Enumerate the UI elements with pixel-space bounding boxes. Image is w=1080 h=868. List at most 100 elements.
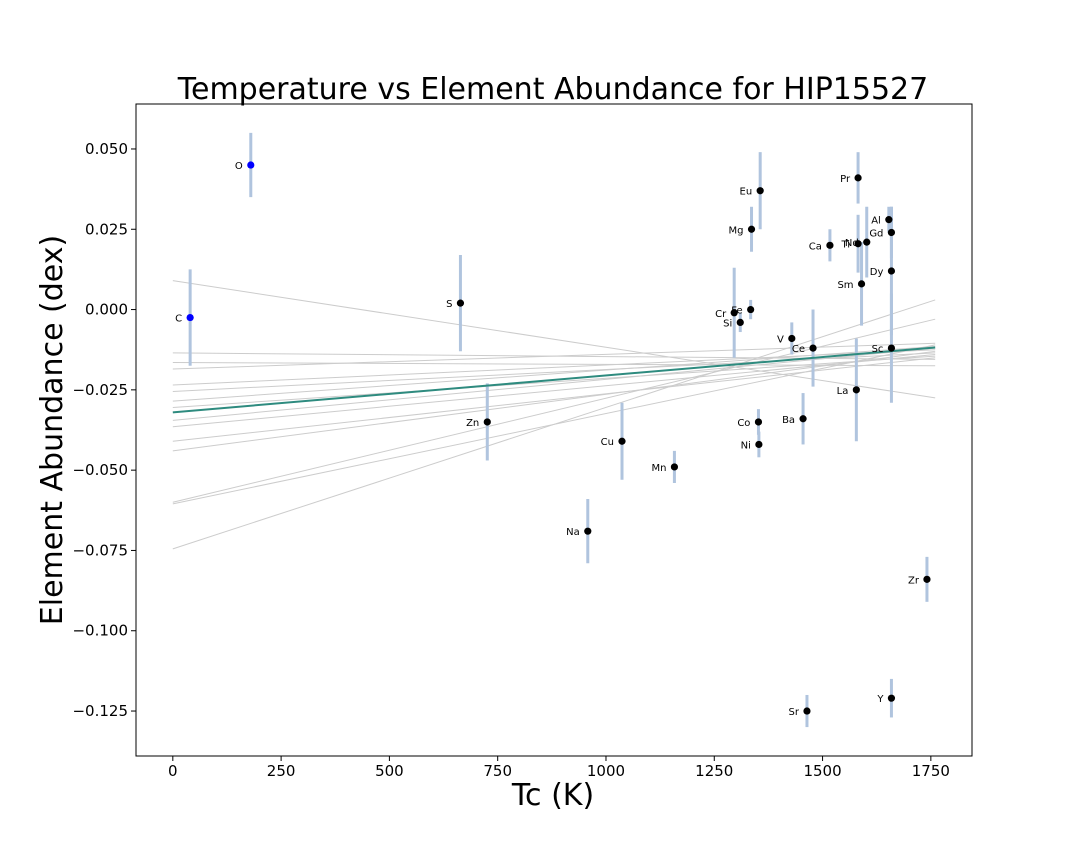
point-v [788,334,796,343]
point-y [887,694,896,702]
point-al [885,216,893,224]
y-tick-label: −0.100 [72,622,128,640]
chart-title: Temperature vs Element Abundance for HIP… [177,72,928,107]
point-label-pr: Pr [840,174,851,185]
point-label-o: O [235,161,243,172]
point-label-ni: Ni [741,440,751,451]
y-tick-label: −0.125 [72,702,128,720]
point-label-al: Al [871,216,881,227]
point-sm [857,280,866,288]
y-tick-label: 0.000 [85,301,128,319]
bootstrap-line [172,355,936,409]
x-tick-label: 0 [168,762,178,780]
point-sr [803,707,811,715]
point-label-ce: Ce [792,344,805,355]
point-ce [809,344,817,352]
y-tick-label: −0.025 [72,381,128,399]
point-zr [923,575,931,583]
point-pr [854,174,862,182]
bootstrap-line [172,342,936,370]
point-label-ti: Ti [840,240,850,251]
fit-line [172,346,936,414]
point-label-sr: Sr [788,707,799,718]
point-label-na: Na [566,527,580,538]
y-axis-label: Element Abundance (dex) [35,235,70,625]
point-label-ca: Ca [809,241,822,252]
x-axis-label: Tc (K) [511,778,594,813]
point-dy [887,267,896,275]
bootstrap-line [172,352,936,392]
x-tick-label: 1500 [803,762,841,780]
bootstrap-lines [172,280,936,550]
bootstrap-line [172,362,936,367]
point-ni [755,440,763,449]
point-fe [747,305,755,314]
point-zn [483,418,491,426]
bootstrap-line [172,354,936,428]
point-co [754,418,763,426]
x-axis: 0 250 500 750 1000 1250 1500 1750 [168,756,950,780]
y-tick-label: 0.050 [85,140,128,158]
point-label-la: La [837,386,849,397]
point-mg [747,225,756,233]
point-label-zr: Zr [908,575,920,586]
point-label-v: V [777,334,784,345]
x-tick-label: 500 [375,762,404,780]
point-ti [854,240,862,248]
point-sc [887,344,896,352]
point-label-mg: Mg [729,225,744,236]
x-tick-label: 1000 [587,762,625,780]
point-label-co: Co [737,418,750,429]
point-cr [730,309,738,317]
point-eu [756,187,764,195]
bootstrap-line [172,347,936,421]
point-la [852,386,860,394]
point-label-zn: Zn [466,418,479,429]
point-label-sc: Sc [872,344,884,355]
point-ca [826,241,834,249]
bootstrap-line [172,345,936,402]
point-ba [799,415,807,423]
x-tick-label: 1250 [695,762,733,780]
point-nd [863,238,871,246]
point-label-ba: Ba [782,415,795,426]
point-c [186,313,194,322]
point-o [247,161,255,169]
x-tick-label: 250 [267,762,296,780]
point-label-fe: Fe [731,306,742,317]
point-label-mn: Mn [651,463,666,474]
point-na [584,527,592,535]
plot-frame [135,103,973,757]
x-tick-label: 1750 [912,762,950,780]
y-tick-label: −0.050 [72,461,128,479]
point-label-c: C [175,314,182,325]
point-mn [670,463,679,471]
point-label-sm: Sm [837,280,853,291]
y-tick-label: 0.025 [85,220,128,238]
y-tick-label: −0.075 [72,541,128,559]
y-axis: 0.050 0.025 0.000 −0.025 −0.050 −0.075 −0.100 −… [72,140,136,720]
point-gd [887,228,896,237]
bootstrap-line [172,299,936,550]
point-s [456,299,465,307]
bootstrap-line [172,318,936,503]
point-label-nd: Nd [845,238,859,249]
x-tick-label: 750 [483,762,512,780]
bootstrap-line [172,350,936,452]
bootstrap-line [172,280,936,399]
point-si [736,318,744,327]
point-label-y: Y [876,694,884,705]
point-label-cu: Cu [601,437,614,448]
point-label-si: Si [723,318,732,329]
point-cu [618,437,626,445]
point-label-gd: Gd [869,228,883,239]
point-label-dy: Dy [870,267,884,278]
point-label-cr: Cr [715,309,727,320]
point-label-eu: Eu [740,187,753,198]
point-label-s: S [446,299,452,310]
